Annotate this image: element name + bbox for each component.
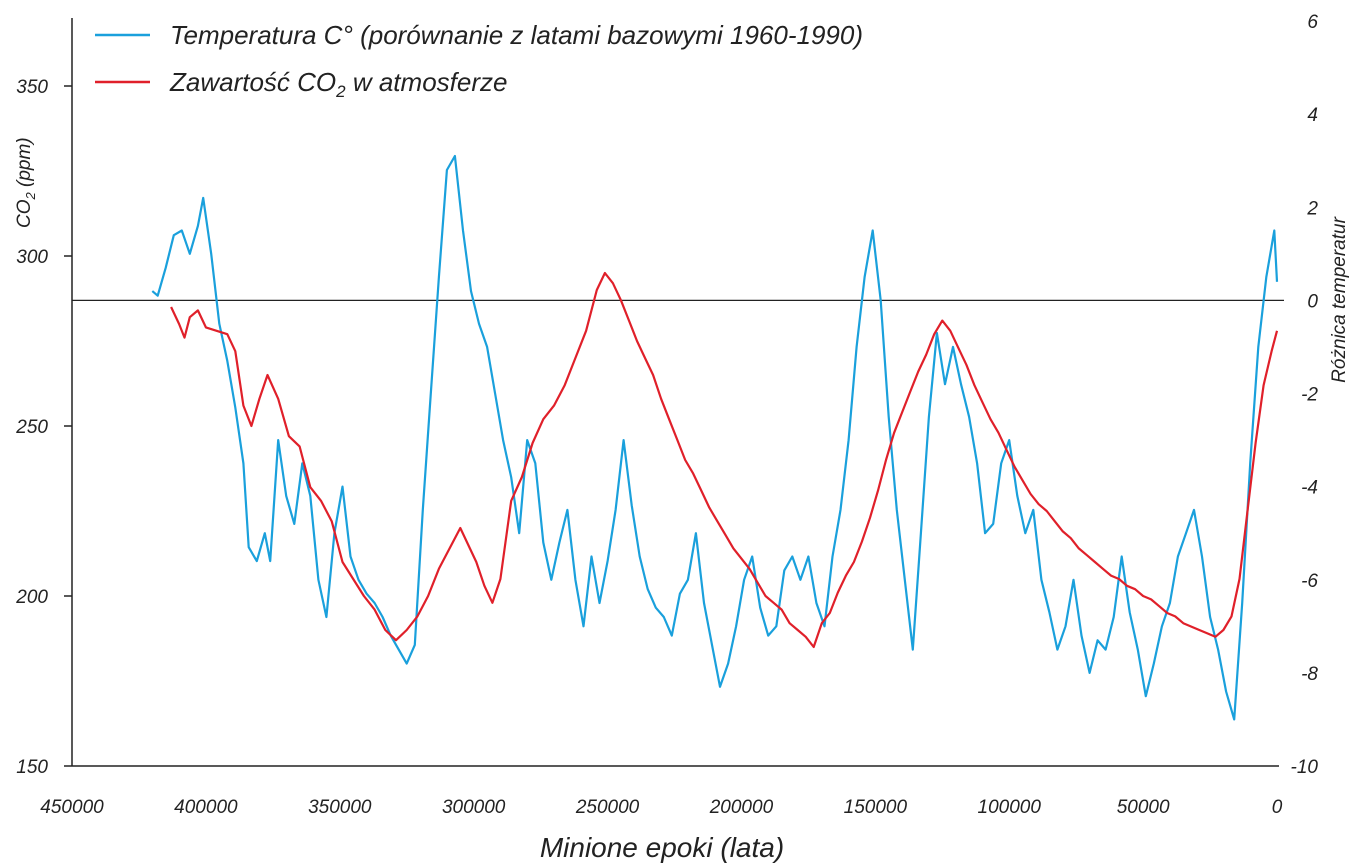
x-tick-label: 250000 xyxy=(575,797,640,818)
legend: Temperatura C° (porównanie z latami bazo… xyxy=(95,20,863,101)
right-y-axis-title: Różnica temperatur xyxy=(1329,216,1350,382)
x-tick-label: 400000 xyxy=(174,797,238,818)
x-tick-label: 450000 xyxy=(40,797,104,818)
x-tick-label: 150000 xyxy=(844,797,908,818)
right-y-tick-label: 6 xyxy=(1307,12,1318,33)
legend-label-temperature: Temperatura C° (porównanie z latami bazo… xyxy=(170,20,863,50)
right-y-tick-label: 2 xyxy=(1306,198,1318,219)
temperature-series-line xyxy=(151,154,1279,721)
series-layer xyxy=(151,154,1279,721)
right-y-tick-label: -2 xyxy=(1301,385,1318,406)
x-tick-label: 200000 xyxy=(709,797,774,818)
x-tick-label: 350000 xyxy=(308,797,372,818)
x-tick-label: 100000 xyxy=(978,797,1042,818)
left-y-tick-label: 150 xyxy=(16,757,48,778)
right-y-tick-label: -4 xyxy=(1301,478,1318,499)
x-tick-label: 0 xyxy=(1272,797,1283,818)
right-y-tick-label: 4 xyxy=(1307,105,1318,126)
x-tick-label: 300000 xyxy=(442,797,506,818)
co2-series-line xyxy=(170,271,1279,649)
left-y-tick-label: 300 xyxy=(16,247,48,268)
left-y-tick-label: 350 xyxy=(16,77,48,98)
legend-label-co2: Zawartość CO2 w atmosferze xyxy=(169,67,507,101)
left-y-axis-title: CO2 (ppm) xyxy=(14,137,38,228)
right-y-tick-label: -8 xyxy=(1301,664,1318,685)
right-y-tick-label: 0 xyxy=(1307,291,1318,312)
right-y-tick-label: -10 xyxy=(1291,757,1319,778)
left-y-tick-label: 200 xyxy=(15,587,48,608)
x-tick-label: 50000 xyxy=(1117,797,1170,818)
axes-layer xyxy=(71,18,1279,767)
ticks-layer: 450000 400000 350000 300000 250000 200000 1500… xyxy=(15,12,1318,818)
right-y-tick-label: -6 xyxy=(1301,571,1318,592)
x-axis-title: Minione epoki (lata) xyxy=(540,832,784,863)
left-y-tick-label: 250 xyxy=(15,417,48,438)
